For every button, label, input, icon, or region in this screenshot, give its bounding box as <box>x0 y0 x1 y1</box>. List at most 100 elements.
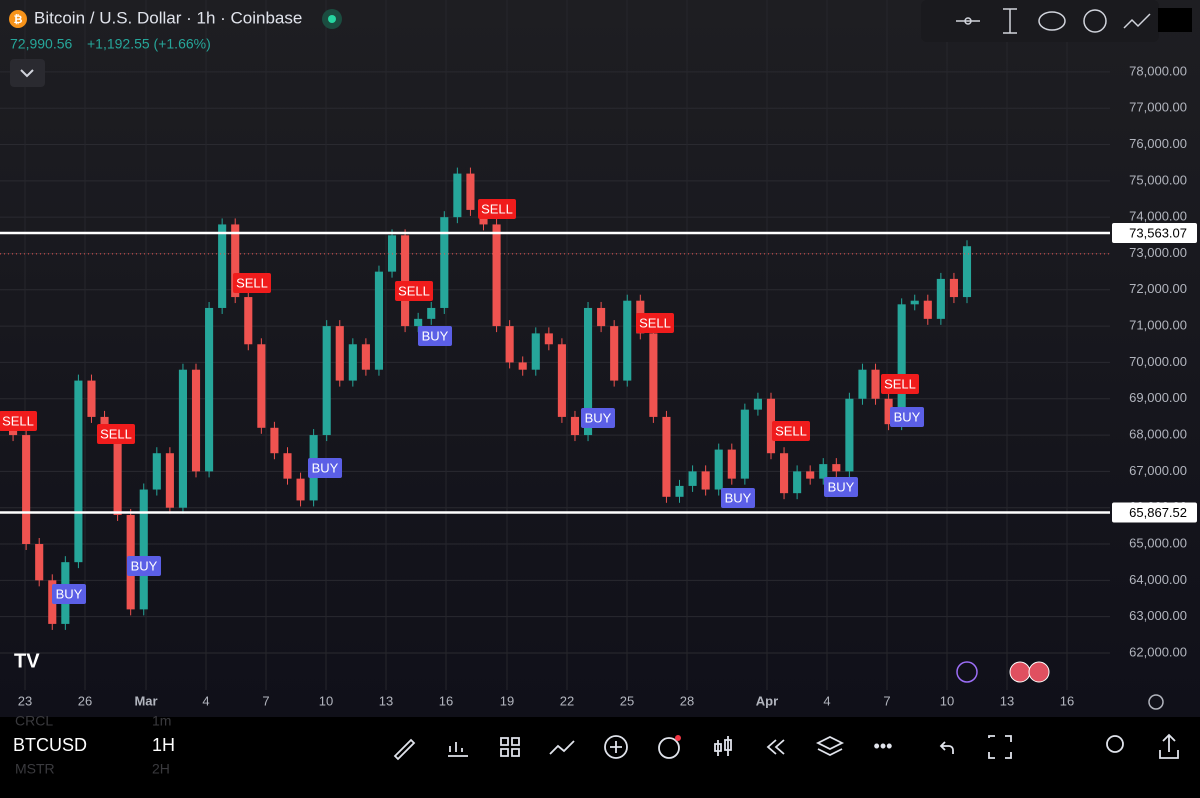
signal-box <box>233 273 271 293</box>
signal-label: SELL <box>884 376 916 391</box>
candle <box>505 326 514 363</box>
signal-label: SELL <box>236 275 268 290</box>
level-price-label: 73,563.07 <box>1129 225 1187 240</box>
signal-box <box>581 408 615 428</box>
chevron <box>20 69 34 78</box>
candle <box>740 409 749 479</box>
candle <box>152 453 161 490</box>
signal-box <box>881 374 919 394</box>
signal-box <box>721 488 755 508</box>
y-tick-label: 70,000.00 <box>1129 354 1187 369</box>
plus <box>610 741 622 753</box>
candle <box>348 344 357 381</box>
candle <box>427 307 436 319</box>
btn-indicators[interactable] <box>448 742 468 757</box>
active-interval[interactable]: 1H <box>152 735 175 755</box>
signal-label: SELL <box>100 426 132 441</box>
signal-label: SELL <box>639 315 671 330</box>
signal-box <box>478 199 516 219</box>
candle <box>205 307 214 472</box>
btn-replay[interactable] <box>766 739 785 755</box>
signal-label: SELL <box>398 283 430 298</box>
candle <box>583 307 593 436</box>
x-tick-label: 13 <box>379 693 393 708</box>
btn-layers[interactable] <box>815 735 845 757</box>
btn-alert[interactable] <box>658 737 680 759</box>
coin-icon <box>9 10 27 28</box>
tool-circle[interactable] <box>1083 9 1107 33</box>
candle <box>649 333 658 417</box>
signal-label: SELL <box>2 413 34 428</box>
watch-interval: 2H <box>152 761 170 777</box>
candle <box>231 224 240 298</box>
x-tick-label: 28 <box>680 693 694 708</box>
symbol-title: Bitcoin / U.S. Dollar · 1h · Coinbase <box>34 8 302 27</box>
signal-label: BUY <box>585 410 612 425</box>
candle <box>87 380 96 417</box>
x-tick-label: 13 <box>1000 693 1014 708</box>
candle <box>257 344 266 428</box>
signal-box <box>636 313 674 333</box>
candle <box>296 478 305 501</box>
tool-vline[interactable] <box>1003 8 1017 34</box>
btn-undo[interactable] <box>939 741 954 754</box>
active-symbol[interactable]: BTCUSD <box>13 735 87 755</box>
btn-share[interactable] <box>1159 733 1179 759</box>
btn-draw[interactable] <box>393 738 416 761</box>
collapse-button[interactable] <box>10 59 45 87</box>
x-tick-label: Mar <box>134 693 157 708</box>
signal-box <box>127 556 161 576</box>
candle <box>139 489 148 610</box>
toolbar-edge <box>1158 8 1192 32</box>
settings-icon[interactable] <box>1148 694 1164 710</box>
flash-icon[interactable] <box>956 661 978 683</box>
candle <box>806 471 815 479</box>
flag-icon[interactable] <box>1009 661 1031 683</box>
candle <box>178 369 187 508</box>
candle <box>518 362 527 370</box>
tool-ray[interactable] <box>956 17 980 25</box>
candle <box>74 380 83 563</box>
y-tick-label: 69,000.00 <box>1129 390 1187 405</box>
watch-interval: 1m <box>152 713 171 729</box>
btn-chart-type[interactable] <box>714 736 732 756</box>
y-tick-label: 78,000.00 <box>1129 63 1187 78</box>
candle <box>466 173 475 210</box>
candle <box>414 318 423 327</box>
btn-layout[interactable] <box>500 737 520 757</box>
btn-add[interactable] <box>604 735 628 759</box>
candle <box>322 326 331 436</box>
flag-icon[interactable] <box>1028 661 1050 683</box>
signal-box <box>772 421 810 441</box>
candle <box>283 453 292 479</box>
btn-fullscreen[interactable] <box>988 735 1012 759</box>
candle <box>361 344 370 370</box>
candle <box>858 369 867 399</box>
y-tick-label: 76,000.00 <box>1129 136 1187 151</box>
x-tick-label: 19 <box>500 693 514 708</box>
candle <box>570 416 580 436</box>
candle <box>727 449 736 479</box>
signal-label: BUY <box>56 586 83 601</box>
btn-more[interactable]: ••• <box>874 736 893 756</box>
tool-ellipse[interactable] <box>1038 11 1066 31</box>
candle <box>923 300 932 319</box>
signal-box <box>97 424 135 444</box>
btn-compare[interactable] <box>549 740 575 755</box>
candle <box>610 326 619 381</box>
y-tick-label: 74,000.00 <box>1129 209 1187 224</box>
tool-path[interactable] <box>1123 13 1151 29</box>
signal-label: BUY <box>312 460 339 475</box>
x-tick-label: 7 <box>262 693 269 708</box>
y-tick-label: 71,000.00 <box>1129 318 1187 333</box>
candle <box>244 297 253 345</box>
candle <box>688 471 697 486</box>
x-tick-label: 4 <box>202 693 209 708</box>
candle <box>401 235 410 327</box>
btn-ideas[interactable] <box>1106 735 1124 753</box>
candle <box>962 246 972 298</box>
alert-dot <box>675 735 681 741</box>
signal-box <box>308 458 342 478</box>
x-tick-label: 16 <box>1060 693 1074 708</box>
